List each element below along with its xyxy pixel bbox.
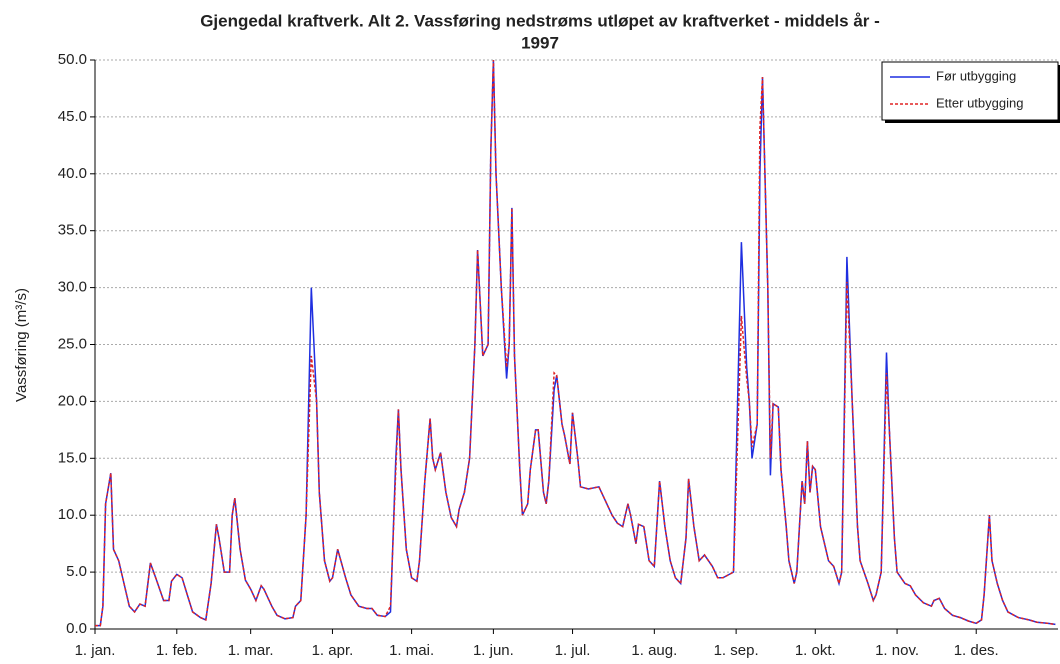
x-tick-label: 1. jun. xyxy=(473,642,514,659)
y-tick-label: 25.0 xyxy=(58,335,87,352)
chart-title: Gjengedal kraftverk. Alt 2. Vassføring n… xyxy=(200,11,880,30)
y-tick-label: 40.0 xyxy=(58,165,87,182)
y-tick-label: 15.0 xyxy=(58,449,87,466)
legend-box xyxy=(881,61,1059,121)
y-axis-title: Vassføring (m³/s) xyxy=(13,288,30,402)
x-tick-label: 1. okt. xyxy=(795,642,836,659)
y-tick-label: 0.0 xyxy=(66,620,87,637)
x-tick-label: 1. apr. xyxy=(312,642,354,659)
y-tick-label: 50.0 xyxy=(58,51,87,68)
y-tick-label: 35.0 xyxy=(58,222,87,239)
series-line xyxy=(95,59,1056,627)
x-tick-label: 1. des. xyxy=(954,642,999,659)
x-tick-label: 1. jul. xyxy=(555,642,591,659)
x-tick-label: 1. jan. xyxy=(75,642,116,659)
y-tick-label: 20.0 xyxy=(58,392,87,409)
y-tick-label: 45.0 xyxy=(58,108,87,125)
x-tick-label: 1. mai. xyxy=(389,642,434,659)
x-tick-label: 1. feb. xyxy=(156,642,198,659)
x-tick-label: 1. aug. xyxy=(631,642,677,659)
x-tick-label: 1. mar. xyxy=(228,642,274,659)
series-line xyxy=(95,59,1056,627)
chart-title: 1997 xyxy=(521,33,559,52)
y-tick-label: 5.0 xyxy=(66,563,87,580)
y-tick-label: 10.0 xyxy=(58,506,87,523)
x-tick-label: 1. sep. xyxy=(714,642,759,659)
legend-label: Etter utbygging xyxy=(936,95,1023,110)
x-tick-label: 1. nov. xyxy=(875,642,919,659)
y-tick-label: 30.0 xyxy=(58,279,87,296)
legend-label: Før utbygging xyxy=(936,68,1016,83)
